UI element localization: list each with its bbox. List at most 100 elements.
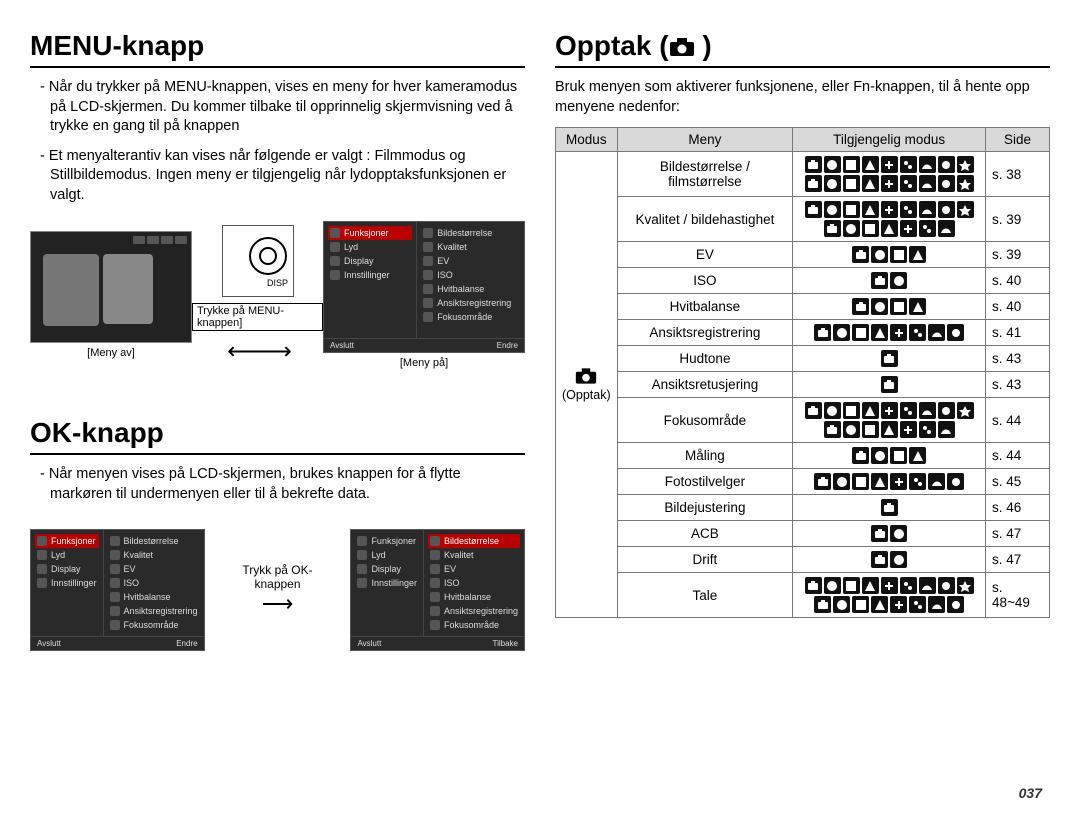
side-cell: s. 44 (986, 398, 1050, 443)
mode-icon (824, 220, 841, 237)
table-row: (Opptak)Bildestørrelse / filmstørrelses.… (556, 152, 1050, 197)
fig-menu-arrow-block: DISP Trykke på MENU-knappen] ⟵⟶ (192, 225, 323, 366)
mode-icon (957, 402, 974, 419)
mode-icon (890, 447, 907, 464)
caption-meny-pa: [Meny på] (323, 357, 525, 369)
mode-icon (824, 156, 841, 173)
side-cell: s. 45 (986, 469, 1050, 495)
meny-cell: Drift (617, 547, 793, 573)
side-cell: s. 43 (986, 372, 1050, 398)
menu-button-drawing: DISP (222, 225, 294, 297)
table-row: Ansiktsregistrerings. 41 (556, 320, 1050, 346)
mode-icon (919, 577, 936, 594)
mode-icon (938, 175, 955, 192)
table-row: Hudtones. 43 (556, 346, 1050, 372)
mode-icon (881, 421, 898, 438)
mode-icon (862, 175, 879, 192)
side-cell: s. 39 (986, 242, 1050, 268)
mode-icon (862, 201, 879, 218)
mode-icon (852, 246, 869, 263)
mode-icon (938, 402, 955, 419)
mode-icon-strip (799, 577, 979, 613)
mode-icon (824, 577, 841, 594)
mode-icon (900, 577, 917, 594)
meny-cell: Hvitbalanse (617, 294, 793, 320)
mode-icon (871, 525, 888, 542)
mode-icon-strip (799, 525, 979, 542)
right-column: Opptak ( ) Bruk menyen som aktiverer fun… (555, 30, 1050, 651)
mode-icon-strip (799, 402, 979, 438)
mode-icon (938, 156, 955, 173)
mode-icon (805, 201, 822, 218)
mode-icon (909, 596, 926, 613)
mode-icon-strip (799, 473, 979, 490)
icons-cell (793, 242, 986, 268)
mode-icon (900, 421, 917, 438)
icons-cell (793, 268, 986, 294)
meny-cell: Tale (617, 573, 793, 618)
meny-cell: Kvalitet / bildehastighet (617, 197, 793, 242)
mode-icon (852, 473, 869, 490)
side-cell: s. 40 (986, 294, 1050, 320)
side-cell: s. 38 (986, 152, 1050, 197)
mode-icon-strip (799, 551, 979, 568)
menu-foot-endre: Endre (497, 341, 518, 350)
table-row: ISOs. 40 (556, 268, 1050, 294)
mode-icon (919, 220, 936, 237)
icons-cell (793, 346, 986, 372)
meny-cell: Bildejustering (617, 495, 793, 521)
menu-knapp-heading: MENU-knapp (30, 30, 525, 68)
icons-cell (793, 398, 986, 443)
table-row: Ansiktsretusjering s. 43 (556, 372, 1050, 398)
mode-icon (919, 402, 936, 419)
menu-knapp-para1: - Når du trykker på MENU-knappen, vises … (30, 78, 525, 137)
mode-icon (909, 324, 926, 341)
mode-icon (871, 447, 888, 464)
mode-icon (938, 421, 955, 438)
icons-cell (793, 197, 986, 242)
mode-icon (938, 577, 955, 594)
icons-cell (793, 495, 986, 521)
mode-icon (833, 324, 850, 341)
mode-icon (881, 350, 898, 367)
mode-icon (890, 298, 907, 315)
mode-icon (852, 447, 869, 464)
side-cell: s. 47 (986, 547, 1050, 573)
icons-cell (793, 521, 986, 547)
double-arrow-icon: ⟵⟶ (227, 337, 288, 366)
mode-icon-strip (799, 324, 979, 341)
mode-icon (957, 201, 974, 218)
left-column: MENU-knapp - Når du trykker på MENU-knap… (30, 30, 525, 651)
mode-icon (843, 220, 860, 237)
menu-on-mock: FunksjonerLydDisplayInnstillinger Bildes… (323, 221, 525, 353)
meny-cell: Fotostilvelger (617, 469, 793, 495)
caption-meny-av: [Meny av] (30, 347, 192, 359)
mode-icon (852, 596, 869, 613)
th-tilg: Tilgjengelig modus (793, 128, 986, 152)
meny-cell: Ansiktsretusjering (617, 372, 793, 398)
mode-icon (805, 577, 822, 594)
modes-table: Modus Meny Tilgjengelig modus Side (Oppt… (555, 127, 1050, 618)
mode-icon (890, 473, 907, 490)
mode-icon (824, 175, 841, 192)
icons-cell (793, 573, 986, 618)
camera-icon (575, 367, 597, 385)
mode-icon (890, 272, 907, 289)
table-row: Tales. 48~49 (556, 573, 1050, 618)
meny-cell: ISO (617, 268, 793, 294)
mode-icon (909, 298, 926, 315)
mode-icon (871, 298, 888, 315)
fig-meny-pa: FunksjonerLydDisplayInnstillinger Bildes… (323, 221, 525, 369)
mode-icon (947, 473, 964, 490)
mode-icon-strip (799, 376, 979, 393)
menu-foot-avslutt: Avslutt (330, 341, 354, 350)
meny-cell: Bildestørrelse / filmstørrelse (617, 152, 793, 197)
th-modus: Modus (556, 128, 618, 152)
mode-icon (852, 324, 869, 341)
camera-icon (669, 37, 695, 57)
mode-icon (938, 201, 955, 218)
mode-icon (900, 402, 917, 419)
mode-icon (843, 201, 860, 218)
mode-icon (843, 577, 860, 594)
mode-icon (938, 220, 955, 237)
